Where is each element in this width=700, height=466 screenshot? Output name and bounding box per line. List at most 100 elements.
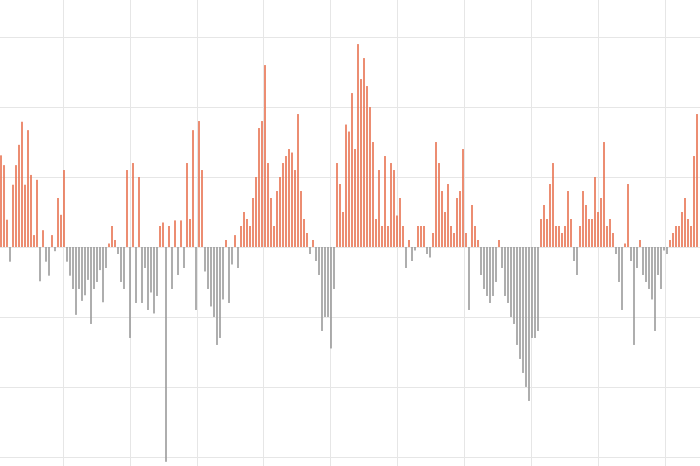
bar — [453, 233, 455, 247]
bar — [81, 246, 83, 301]
bar — [432, 233, 434, 247]
bar — [366, 86, 368, 247]
bar — [252, 198, 254, 247]
bar — [168, 226, 170, 247]
bar — [384, 156, 386, 247]
bar — [561, 233, 563, 247]
bar — [681, 212, 683, 247]
bar — [549, 184, 551, 247]
bar — [120, 246, 122, 282]
bar — [480, 246, 482, 275]
bar — [303, 219, 305, 247]
bar — [273, 226, 275, 247]
bar — [288, 149, 290, 247]
bar — [543, 205, 545, 247]
bar — [30, 174, 32, 247]
bar — [582, 191, 584, 247]
bar — [183, 246, 185, 268]
bar — [24, 184, 26, 247]
bar — [504, 246, 506, 296]
bar — [312, 239, 314, 247]
bar — [39, 246, 41, 282]
bar — [501, 246, 503, 268]
bar — [249, 226, 251, 247]
bar — [156, 246, 158, 296]
bar — [534, 246, 536, 338]
bar — [195, 246, 197, 310]
bar — [18, 144, 20, 247]
bar — [66, 246, 68, 262]
bar — [474, 226, 476, 247]
bar — [318, 246, 320, 275]
bar — [336, 163, 338, 247]
bar — [9, 246, 11, 262]
bar — [150, 246, 152, 293]
bar — [225, 239, 227, 247]
bar — [417, 226, 419, 247]
bar — [696, 114, 698, 247]
bar — [483, 246, 485, 289]
bar — [585, 205, 587, 247]
bar — [393, 170, 395, 247]
bar — [12, 184, 14, 247]
bar — [444, 212, 446, 247]
bar — [594, 177, 596, 247]
bar — [642, 246, 644, 275]
bar — [369, 107, 371, 247]
bar — [510, 246, 512, 317]
bar — [588, 219, 590, 247]
bar — [135, 246, 137, 303]
bar — [279, 177, 281, 247]
bar — [489, 246, 491, 303]
bar — [615, 246, 617, 254]
bar — [294, 170, 296, 247]
bar — [627, 184, 629, 247]
bar — [264, 65, 266, 247]
bar — [405, 246, 407, 268]
bar — [657, 246, 659, 275]
bar — [285, 156, 287, 247]
bar — [552, 163, 554, 247]
bar — [591, 219, 593, 247]
bar — [621, 246, 623, 310]
bar — [375, 219, 377, 247]
bar — [381, 226, 383, 247]
bar — [576, 246, 578, 275]
bar — [219, 246, 221, 338]
bar — [84, 246, 86, 296]
bar — [447, 184, 449, 247]
bar — [201, 170, 203, 247]
bar — [564, 226, 566, 247]
bar — [363, 58, 365, 247]
bar — [270, 198, 272, 247]
bar — [468, 246, 470, 310]
bar — [399, 198, 401, 247]
bar — [3, 165, 5, 247]
bar — [87, 246, 89, 280]
bar — [69, 246, 71, 276]
bar — [234, 235, 236, 247]
bar — [486, 246, 488, 296]
bar — [90, 246, 92, 324]
bar — [492, 246, 494, 296]
bar — [516, 246, 518, 345]
bar — [210, 246, 212, 307]
bar — [174, 220, 176, 247]
bar — [573, 246, 575, 261]
bar — [78, 246, 80, 289]
bar — [261, 121, 263, 247]
bar — [48, 246, 50, 276]
bar — [258, 128, 260, 247]
bar — [651, 246, 653, 300]
bar — [45, 246, 47, 262]
bar — [378, 170, 380, 247]
bar — [423, 226, 425, 247]
bar — [684, 198, 686, 247]
bar — [357, 44, 359, 247]
bar — [672, 233, 674, 247]
bar — [114, 239, 116, 247]
bar — [192, 130, 194, 247]
bar — [528, 246, 530, 401]
